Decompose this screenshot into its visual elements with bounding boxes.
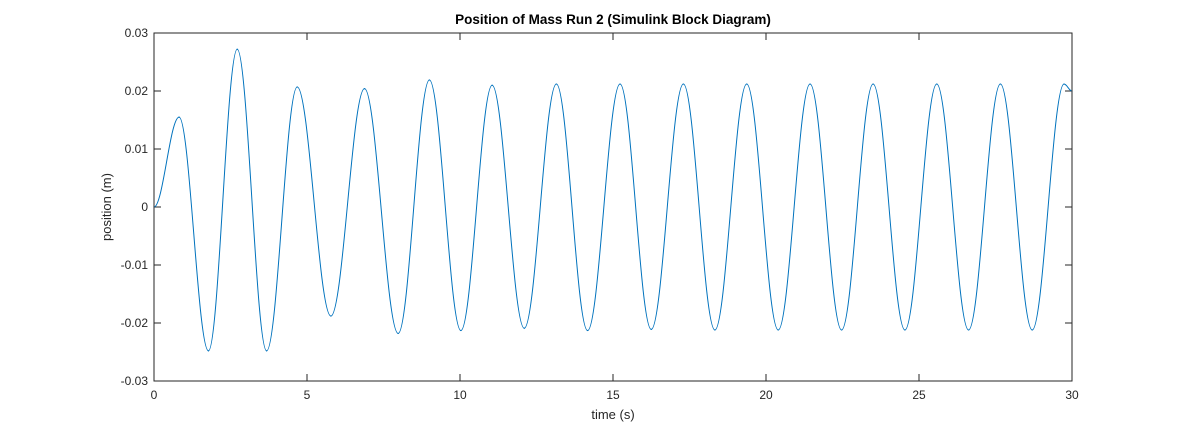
data-point xyxy=(460,329,462,332)
data-point xyxy=(266,350,268,352)
data-point xyxy=(236,48,238,50)
data-point xyxy=(330,315,332,317)
data-point xyxy=(397,332,399,335)
x-tick-label: 20 xyxy=(759,388,773,402)
data-point xyxy=(682,83,684,85)
data-point xyxy=(619,83,621,85)
x-tick-label: 5 xyxy=(304,388,311,402)
y-axis-label: position (m) xyxy=(99,173,114,241)
x-tick-label: 30 xyxy=(1065,388,1079,402)
x-tick-label: 10 xyxy=(453,388,467,402)
axes-box xyxy=(153,32,1073,382)
data-point xyxy=(999,83,1002,85)
data-point xyxy=(523,327,525,329)
y-tick-label: 0.02 xyxy=(125,84,149,98)
plot-area xyxy=(154,33,1072,381)
axis-ticks: 0 5 10 15 20 25 30 -0.03 -0.02 -0.01 0 0.01 0.02 0.03 xyxy=(121,26,1079,402)
data-point xyxy=(809,83,811,85)
data-point xyxy=(555,83,557,85)
data-point xyxy=(904,329,906,331)
y-tick-label: -0.03 xyxy=(121,374,149,388)
data-point xyxy=(746,83,748,85)
chart-title: Position of Mass Run 2 (Simulink Block D… xyxy=(455,12,771,27)
y-tick-label: -0.01 xyxy=(121,258,149,272)
data-point xyxy=(178,116,180,118)
x-tick-label: 0 xyxy=(151,388,158,402)
data-point xyxy=(1031,329,1033,331)
y-tick-label: -0.02 xyxy=(121,316,149,330)
x-axis-label: time (s) xyxy=(591,407,634,422)
y-tick-label: 0.03 xyxy=(125,26,149,40)
x-tick-label: 25 xyxy=(912,388,926,402)
data-point xyxy=(491,84,493,86)
data-point xyxy=(936,83,938,85)
data-point xyxy=(207,350,210,352)
data-series xyxy=(153,48,1073,352)
data-point xyxy=(1063,83,1065,85)
data-point xyxy=(587,329,589,332)
data-point xyxy=(967,329,970,331)
data-point xyxy=(714,329,716,331)
data-point xyxy=(777,329,779,331)
data-point xyxy=(428,79,430,81)
data-point xyxy=(840,329,843,331)
x-tick-label: 15 xyxy=(606,388,620,402)
y-tick-label: 0.01 xyxy=(125,142,149,156)
data-point xyxy=(296,86,298,88)
data-point xyxy=(650,328,652,330)
y-tick-label: 0 xyxy=(141,200,148,214)
data-point xyxy=(363,88,366,90)
data-point xyxy=(872,83,874,85)
